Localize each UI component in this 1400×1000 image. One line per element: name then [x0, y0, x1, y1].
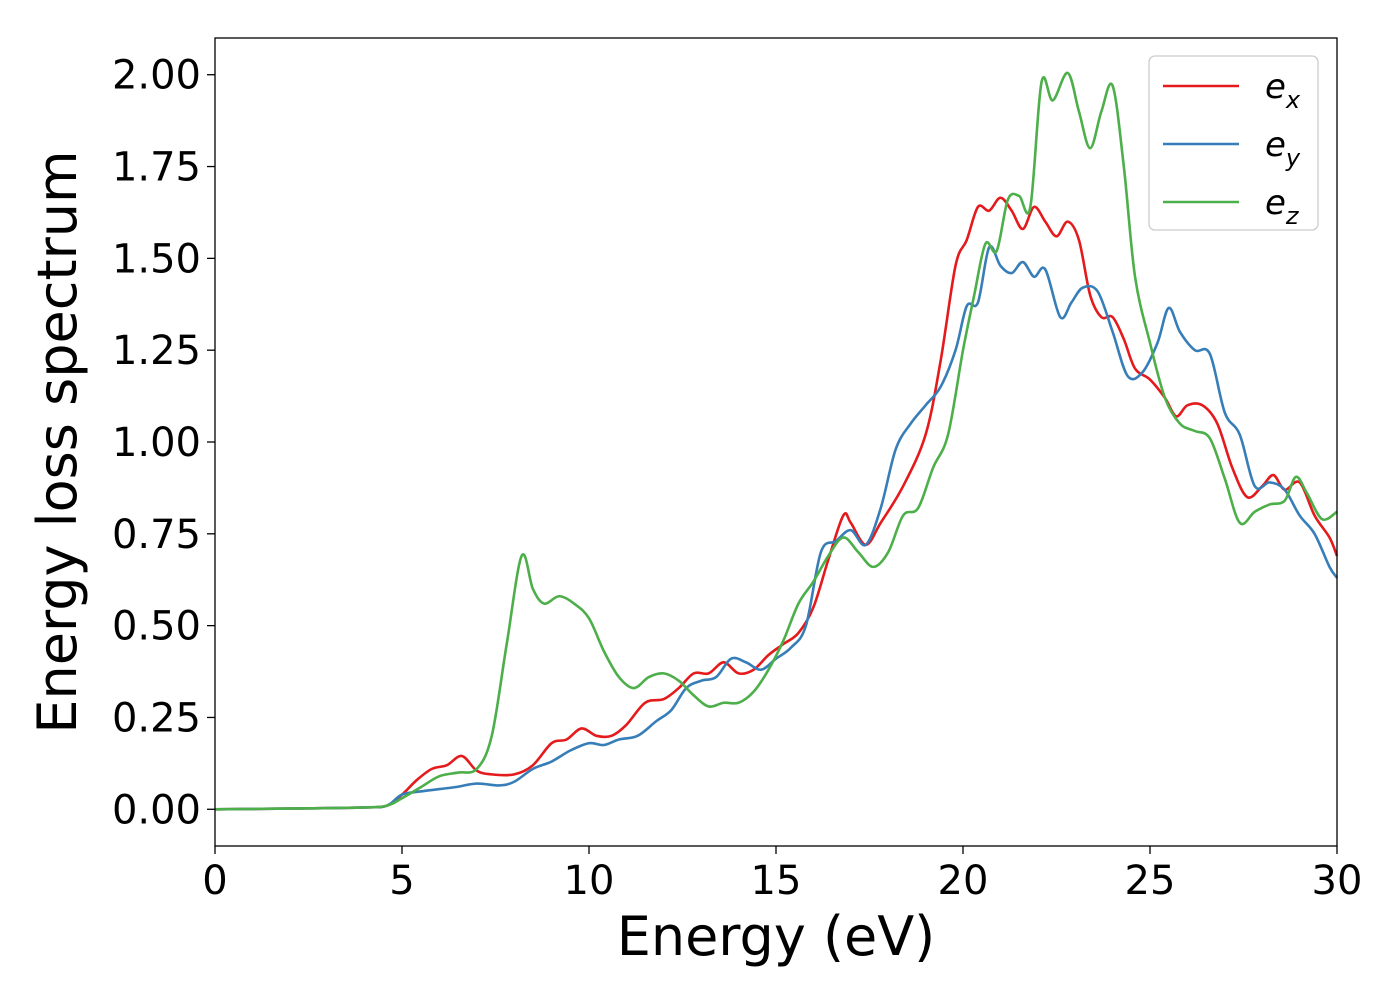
- y-axis-ticks: 0.00 0.25 0.50 0.75 1.00 1.25 1.50 1.75 2.00: [112, 53, 215, 833]
- legend-label-ey: ey: [1265, 125, 1301, 172]
- x-tick-label: 0: [202, 858, 227, 904]
- legend-label-ex: ex: [1265, 67, 1301, 114]
- legend-label-ez: ez: [1265, 183, 1300, 230]
- legend: ex ey ez: [1148, 55, 1319, 231]
- y-tick-label: 0.25: [112, 695, 201, 741]
- x-axis-ticks: 0 5 10 15 20 25 30: [202, 846, 1362, 904]
- x-tick-label: 20: [938, 858, 989, 904]
- y-tick-label: 2.00: [112, 53, 201, 99]
- series-layer: [214, 71, 1339, 811]
- x-tick-label: 10: [564, 858, 615, 904]
- series-line-ey: [214, 244, 1339, 811]
- series-line-ez: [214, 71, 1338, 811]
- y-tick-label: 1.25: [112, 328, 201, 374]
- x-tick-label: 25: [1125, 858, 1176, 904]
- x-axis-label: Energy (eV): [617, 905, 936, 968]
- y-axis-label: Energy loss spectrum: [26, 150, 89, 733]
- y-tick-label: 1.50: [112, 236, 201, 282]
- y-tick-label: 0.75: [112, 512, 201, 558]
- x-tick-label: 5: [389, 858, 414, 904]
- y-tick-label: 1.00: [112, 420, 201, 466]
- x-tick-label: 30: [1312, 858, 1363, 904]
- y-tick-label: 1.75: [112, 145, 201, 191]
- y-tick-label: 0.00: [112, 787, 201, 833]
- x-tick-label: 15: [751, 858, 802, 904]
- series-line-ex: [214, 196, 1339, 811]
- y-tick-label: 0.50: [112, 604, 201, 650]
